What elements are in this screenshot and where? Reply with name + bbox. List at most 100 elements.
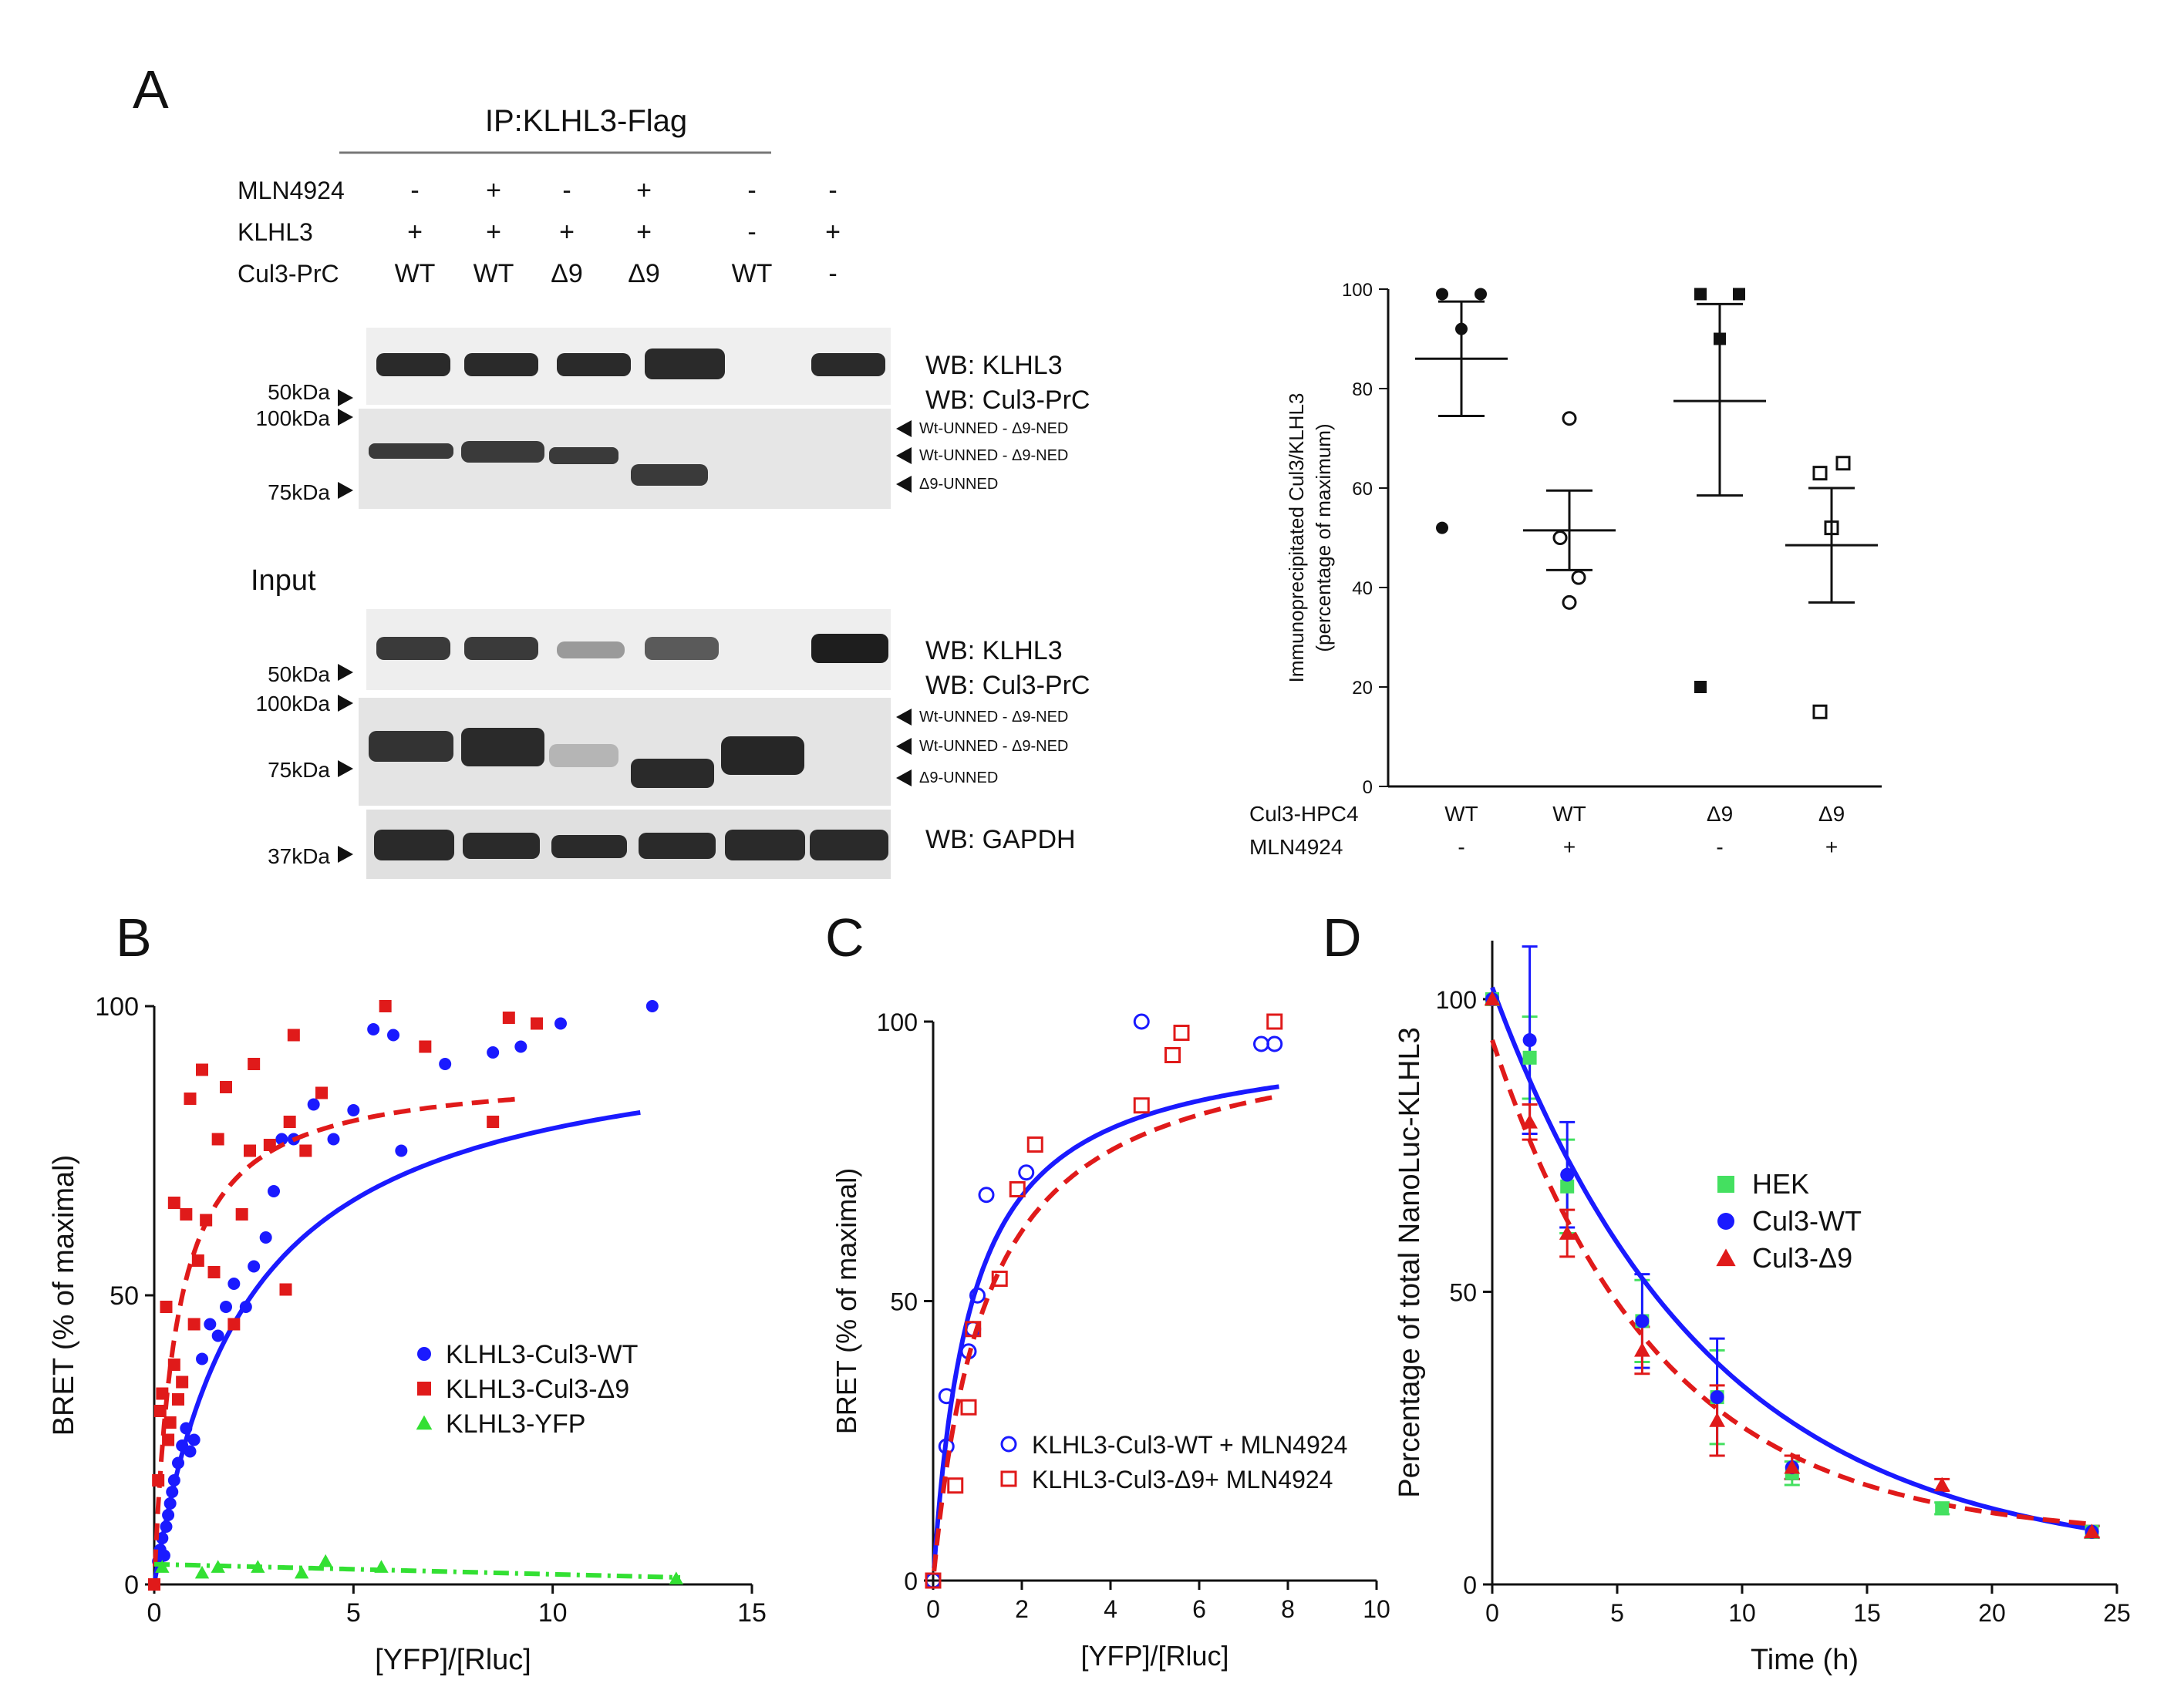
data-point	[669, 1571, 684, 1584]
legend-label: Cul3-WT	[1752, 1205, 1862, 1237]
data-point	[1733, 288, 1745, 301]
ip-band-label-1: Wt-UNNED - Δ9-NED	[919, 420, 1068, 437]
data-point	[374, 1560, 389, 1573]
data-point	[1522, 1113, 1538, 1129]
data-point	[1560, 1179, 1575, 1194]
legend-marker	[417, 1347, 431, 1361]
lane-3-mln: -	[562, 176, 571, 205]
legend-label: KLHL3-Cul3-Δ9	[446, 1375, 629, 1404]
ip-wb-klhl3-label: WB: KLHL3	[925, 351, 1063, 380]
data-point	[947, 1477, 964, 1494]
data-point	[938, 1388, 955, 1405]
data-point	[196, 1063, 208, 1076]
group-mln-label: -	[1716, 835, 1723, 859]
panel-a-quantification-chart: 0 20 40 60 80 100 Immunoprecipitated Cul3/KLHL…	[1249, 280, 1882, 859]
y-tick-label: 100	[1342, 280, 1373, 301]
data-point	[184, 1093, 197, 1105]
band	[549, 447, 618, 464]
data-point	[235, 1208, 248, 1221]
lane-2-cul3: WT	[474, 259, 514, 288]
data-point	[1812, 466, 1828, 481]
row-label-mln4924: MLN4924	[238, 177, 345, 204]
y-axis-label: BRET (% of maximal)	[48, 1155, 80, 1436]
input-wb-cul3-label: WB: Cul3-PrC	[925, 671, 1090, 700]
data-point	[1133, 1013, 1150, 1030]
marker-arrow	[338, 409, 353, 426]
group-cul3-label: Δ9	[1818, 802, 1845, 826]
band-arrow	[896, 738, 912, 755]
marker-arrow	[338, 760, 353, 777]
data-point	[184, 1445, 197, 1458]
band	[557, 641, 625, 658]
input-band-label-2: Wt-UNNED - Δ9-NED	[919, 738, 1068, 755]
panel-b-letter: B	[116, 907, 152, 968]
band	[645, 348, 725, 379]
row-label-cul3-prc: Cul3-PrC	[238, 260, 339, 288]
data-point	[318, 1554, 333, 1567]
y-tick-label: 0	[1463, 1571, 1477, 1599]
data-point	[157, 1549, 170, 1562]
x-tick-label: 6	[1192, 1595, 1206, 1623]
band-arrow	[896, 769, 912, 786]
panel-c-letter: C	[825, 907, 865, 968]
legend-marker	[417, 1382, 431, 1396]
data-point	[419, 1040, 432, 1053]
band	[721, 736, 804, 775]
data-point	[965, 1321, 982, 1338]
ip-cul3-bands	[369, 441, 708, 486]
y-tick-label: 100	[1436, 986, 1477, 1014]
data-point	[645, 1000, 659, 1012]
lane-2-mln: +	[486, 176, 501, 205]
data-point	[1694, 288, 1707, 301]
data-point	[554, 1017, 567, 1030]
marker-arrow	[338, 389, 353, 406]
legend-marker	[1717, 1176, 1734, 1193]
group-cul3-label: WT	[1552, 802, 1586, 826]
band	[639, 833, 716, 859]
input-klhl3-blot	[366, 609, 891, 690]
data-point	[1436, 521, 1448, 534]
data-point	[167, 1197, 180, 1209]
legend-marker	[1717, 1213, 1734, 1230]
y-tick-label: 100	[877, 1008, 918, 1036]
data-point	[160, 1520, 173, 1533]
data-point	[191, 1254, 204, 1267]
data-point	[187, 1318, 201, 1331]
data-point	[991, 1271, 1008, 1287]
data-point	[1835, 456, 1851, 471]
data-point	[1436, 288, 1448, 301]
data-point	[187, 1433, 201, 1446]
band	[725, 830, 805, 860]
input-band-label-1: Wt-UNNED - Δ9-NED	[919, 709, 1068, 726]
band	[464, 353, 538, 376]
band-arrow	[896, 420, 912, 437]
data-point	[211, 1133, 224, 1146]
data-point	[156, 1387, 169, 1400]
x-tick-label: 0	[1485, 1599, 1499, 1627]
data-point	[279, 1283, 292, 1296]
data-point	[167, 1474, 180, 1487]
band	[369, 731, 453, 762]
data-point	[244, 1144, 256, 1157]
data-point	[228, 1318, 241, 1331]
x-tick-label: 10	[1363, 1595, 1390, 1623]
x-tick-label: 25	[2103, 1599, 2131, 1627]
data-point	[1522, 1033, 1537, 1048]
marker-arrow	[338, 695, 353, 712]
lane-4-cul3: Δ9	[628, 259, 660, 288]
lane-4-mln: +	[636, 176, 652, 205]
band	[374, 830, 454, 860]
data-point	[487, 1116, 500, 1128]
data-point	[1571, 570, 1586, 585]
data-point	[1253, 1035, 1269, 1052]
marker-arrow	[338, 846, 353, 863]
lane-3-klhl3: +	[559, 217, 575, 247]
band	[464, 637, 538, 660]
x-tick-label: 0	[147, 1598, 162, 1628]
y-axis-label: Percentage of total NanoLuc-KLHL3	[1394, 1027, 1426, 1498]
data-point	[239, 1301, 252, 1313]
input-wb-gapdh-label: WB: GAPDH	[925, 825, 1076, 854]
input-marker-37kda: 37kDa	[268, 844, 330, 868]
